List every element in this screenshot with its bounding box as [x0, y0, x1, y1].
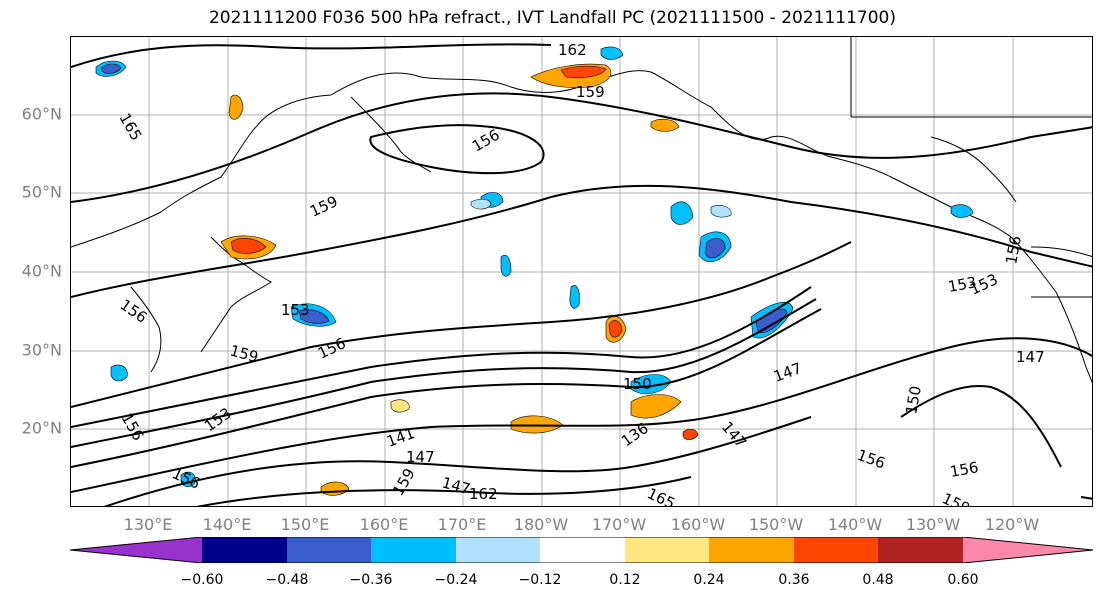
colorbar-tick-label: 0.60	[947, 572, 979, 588]
contour-label: 159	[307, 192, 341, 220]
contour-label: 156	[1002, 234, 1025, 265]
lon-label: 160°E	[359, 515, 409, 534]
contour-label: 153	[947, 273, 978, 296]
lat-label-30n: 30°N	[21, 340, 62, 360]
colorbar-segment	[540, 537, 625, 563]
colorbar-tick-label: 0.36	[778, 572, 810, 588]
lon-label: 140°W	[827, 515, 883, 534]
lon-label: 170°W	[591, 515, 647, 534]
colorbar-segment	[878, 537, 963, 563]
contour-label-group: 162 165 159 156 159 153 156 159 156 150 …	[116, 41, 1045, 507]
colorbar-tick-label: 0.12	[609, 572, 641, 588]
contour-label: 156	[315, 334, 349, 362]
colorbar-outline	[70, 537, 1094, 563]
contour-label: 147	[1016, 348, 1045, 366]
contour-label: 156	[949, 458, 980, 481]
colorbar-segment	[70, 537, 202, 563]
map-svg: 162 165 159 156 159 153 156 159 156 150 …	[71, 37, 1092, 507]
map-panel: 162 165 159 156 159 153 156 159 156 150 …	[70, 36, 1093, 507]
contour-label: 147	[440, 473, 472, 498]
map-title: 2021111200 F036 500 hPa refract., IVT La…	[208, 8, 896, 28]
lat-label-40n: 40°N	[21, 261, 62, 281]
contour-label: 162	[558, 41, 587, 59]
colorbar-tick-label: −0.24	[434, 572, 478, 588]
shaded-anomalies	[95, 46, 974, 496]
lon-label: 130°W	[905, 515, 961, 534]
contour-label: 159	[228, 341, 260, 366]
lon-label: 180°W	[513, 515, 569, 534]
colorbar-segment	[963, 537, 1093, 563]
contour-label: 156	[169, 464, 203, 492]
contour-label: 156	[117, 296, 151, 327]
lon-label: 140°E	[202, 515, 252, 534]
colorbar-segment	[287, 537, 371, 563]
colorbar-segment	[709, 537, 794, 563]
colorbar-tick-label: 0.24	[693, 572, 725, 588]
contour-label: 141	[384, 424, 417, 451]
lat-label-60n: 60°N	[21, 104, 62, 124]
lon-label: 150°E	[280, 515, 330, 534]
contour-label: 156	[855, 446, 888, 473]
contour-label: 147	[771, 359, 804, 386]
contour-label: 150	[902, 384, 925, 415]
lat-label-20n: 20°N	[21, 418, 62, 438]
colorbar-segment	[625, 537, 709, 563]
contour-label: 159	[939, 489, 973, 507]
colorbar-tick-label: −0.60	[180, 572, 224, 588]
lat-label-50n: 50°N	[21, 182, 62, 202]
colorbar-tick-label: −0.48	[265, 572, 309, 588]
lon-label: 150°W	[748, 515, 804, 534]
contour-label: 153	[201, 404, 235, 435]
lon-label: 170°E	[437, 515, 487, 534]
lon-label: 160°W	[670, 515, 726, 534]
colorbar-segment	[371, 537, 456, 563]
graticule	[71, 37, 1092, 506]
colorbar-segment	[794, 537, 878, 563]
contour-label: 156	[469, 126, 503, 156]
contours	[71, 43, 1092, 506]
colorbar-segment	[456, 537, 540, 563]
colorbar-tick-label: −0.12	[518, 572, 562, 588]
colorbar-tick-label: −0.36	[349, 572, 393, 588]
contour-label: 147	[406, 448, 435, 466]
contour-label: 150	[623, 375, 652, 393]
colorbar	[70, 537, 1094, 563]
colorbar-tick-label: 0.48	[862, 572, 894, 588]
contour-label: 159	[389, 465, 419, 499]
colorbar-segments	[70, 537, 1094, 563]
contour-label: 153	[281, 301, 310, 319]
contour-label: 156	[118, 410, 148, 444]
colorbar-segment	[202, 537, 287, 563]
contour-label: 165	[644, 484, 678, 507]
lon-label: 130°E	[123, 515, 173, 534]
contour-label: 147	[718, 418, 750, 452]
lon-label: 120°W	[984, 515, 1040, 534]
contour-label: 162	[469, 485, 498, 503]
contour-label: 159	[576, 83, 605, 101]
